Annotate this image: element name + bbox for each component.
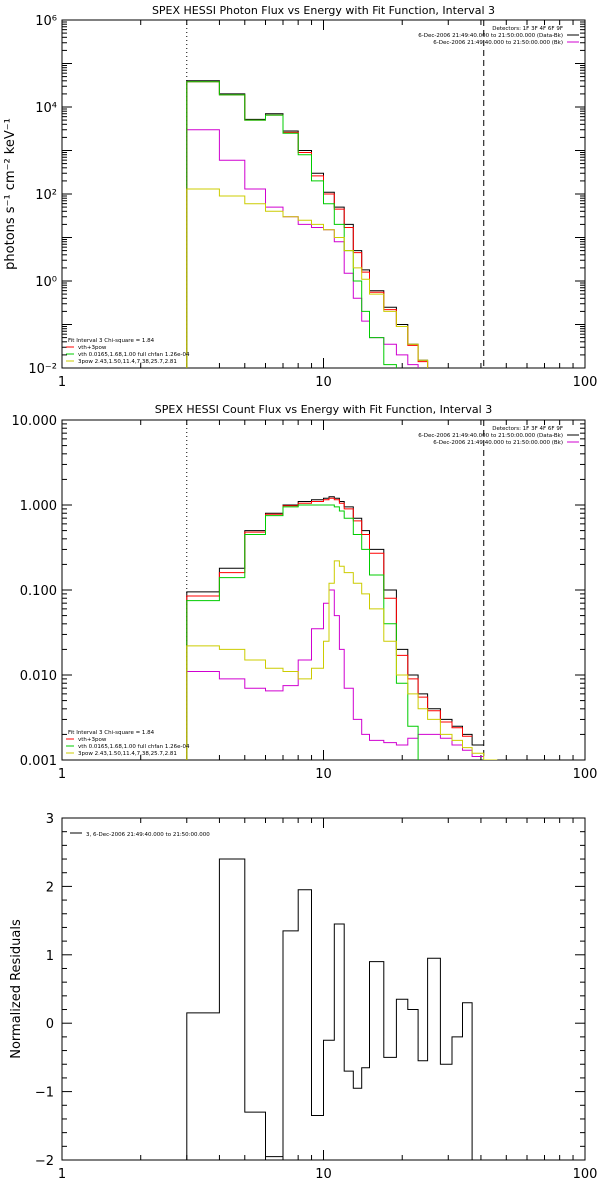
series-3pow-line [186,188,429,368]
plot-frame [61,419,586,761]
legend-entry: vth+3pow [78,737,107,743]
y-tick-label: 0.001 [20,754,57,769]
legend-entry: 3, 6-Dec-2006 21:49:40.000 to 21:50:00.0… [86,832,210,838]
y-tick-label: −1 [35,1086,54,1101]
residuals-panel: Normalized Residuals 1 10 100 −2 −1 0 1 2 3 3, 6-D… [9,812,597,1182]
y-tick-label: −2 [35,1154,54,1169]
y-axis-label: photons s⁻¹ cm⁻² keV⁻¹ [3,118,18,270]
y-tick-label: 0.100 [20,584,57,599]
x-tick-label: 10 [315,1167,332,1182]
legend-entry: 6-Dec-2006 21:49:40.000 to 21:50:00.000 … [418,33,563,39]
legend-entry: Fit Interval 3 Chi-square = 1.84 [68,338,155,344]
series-bk-line [186,129,419,368]
count-flux-panel: SPEX HESSI Count Flux vs Energy with Fit… [12,403,598,782]
series-bk-line [186,589,484,760]
legend-entry: Fit Interval 3 Chi-square = 1.84 [68,730,155,736]
x-tick-label: 1 [58,375,66,390]
series-data-bk-line [186,80,429,368]
y-tick-label: 10² [35,188,57,203]
chart-title: SPEX HESSI Photon Flux vs Energy with Fi… [152,4,495,17]
x-tick-label: 1 [58,1167,66,1182]
series-residuals-line [186,858,484,1160]
chart-title: SPEX HESSI Count Flux vs Energy with Fit… [155,403,492,416]
x-tick-label: 100 [573,375,598,390]
series-3pow-line [186,560,498,760]
y-tick-label: 10⁴ [35,101,57,116]
legend-entry: 6-Dec-2006 21:49:40.000 to 21:50:00.000 … [418,433,563,439]
x-tick-label: 100 [573,767,598,782]
y-axis-label: Normalized Residuals [9,919,24,1059]
data-series-group [186,858,484,1160]
legend-entry: Detectors: 1F 3F 4F 6F 9F [492,26,563,32]
series-vth-3pow-line [186,81,429,368]
x-tick-label: 10 [315,767,332,782]
y-tick-label: 1.000 [20,499,57,514]
y-tick-label: 0 [46,1017,54,1032]
data-series-group [186,80,429,368]
x-tick-label: 1 [58,767,66,782]
y-tick-label: 10⁶ [35,14,57,29]
legend-entry: vth 0.0165,1.68,1.00 full chfan 1.26e-04 [78,744,190,750]
legend-entry: vth+3pow [78,345,107,351]
y-tick-label: 1 [46,949,54,964]
legend-entry: vth 0.0165,1.68,1.00 full chfan 1.26e-04 [78,352,190,358]
legend-entry: 6-Dec-2006 21:49:40.000 to 21:50:00.000 … [433,440,563,446]
y-tick-label: 3 [46,812,54,827]
y-tick-label: 2 [46,880,54,895]
data-series-group [186,496,498,760]
legend-entry: 3pow 2.43,1.50,11.4,7.38,25.7,2.81 [78,359,177,365]
series-vth-3pow-line [186,497,473,760]
y-tick-label: 10.000 [12,414,58,429]
y-tick-label: 0.010 [20,669,57,684]
legend-entry: Detectors: 1F 3F 4F 6F 9F [492,426,563,432]
x-tick-label: 100 [573,1167,598,1182]
y-tick-label: 10⁻² [28,362,57,377]
series-vth-line [186,504,419,760]
legend-entry: 3pow 2.43,1.50,11.4,7.38,25.7,2.81 [78,751,177,757]
y-tick-label: 10⁰ [35,275,57,290]
legend-entry: 6-Dec-2006 21:49:40.000 to 21:50:00.000 … [433,40,563,46]
series-data-bk-line [186,496,484,760]
x-tick-label: 10 [315,375,332,390]
photon-flux-panel: SPEX HESSI Photon Flux vs Energy with Fi… [3,4,598,390]
